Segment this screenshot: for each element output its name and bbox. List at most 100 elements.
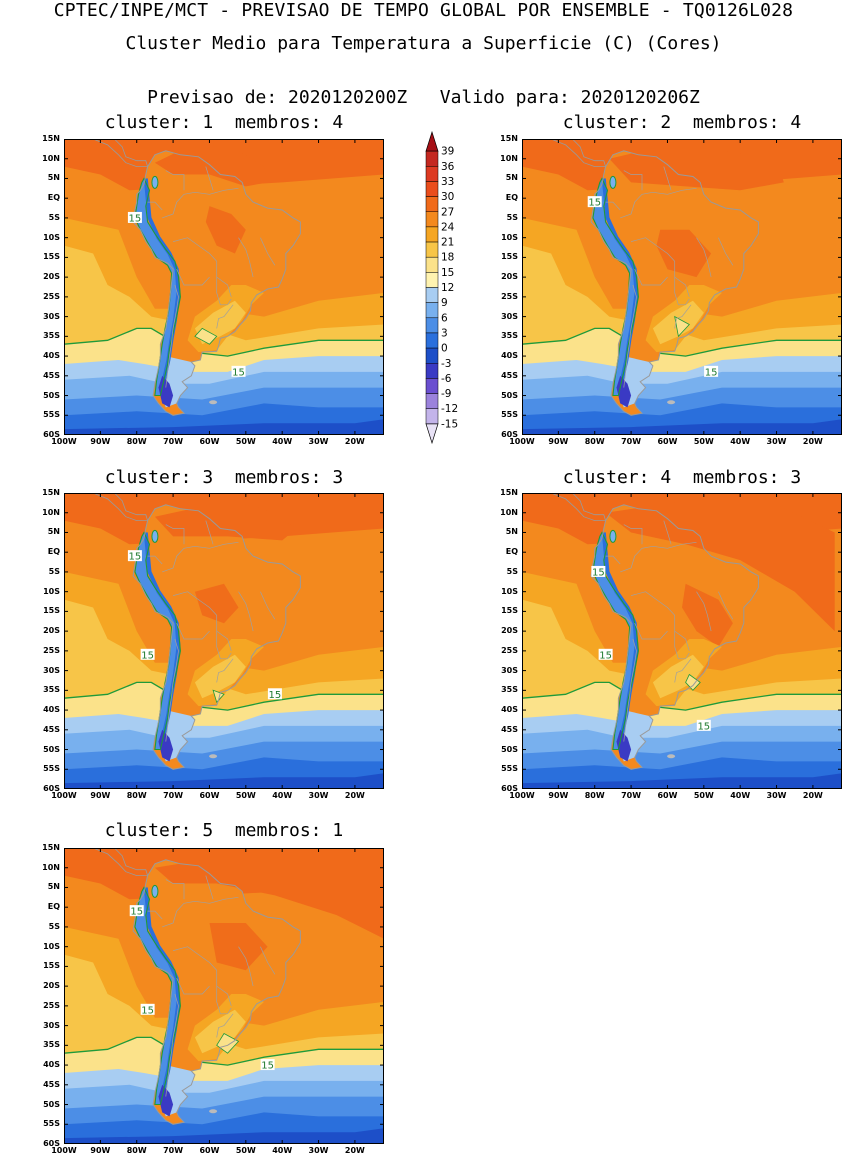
inland-hot-patch	[656, 229, 712, 278]
andes-cold-band	[592, 532, 639, 750]
lon-label: 60W	[199, 437, 220, 446]
panel-title-4: cluster: 4 membros: 3	[562, 467, 802, 488]
colorbar-label: 9	[441, 297, 448, 309]
political-border-6	[147, 555, 163, 565]
map-frame	[64, 139, 384, 435]
lon-label: 80W	[584, 437, 605, 446]
political-border-7	[623, 170, 643, 191]
lon-label: 40W	[272, 437, 293, 446]
political-border-8	[205, 166, 214, 191]
colorbar-label: -3	[441, 358, 451, 370]
lon-label: 90W	[548, 437, 569, 446]
lon-label: 90W	[548, 791, 569, 800]
lat-label: 10S	[43, 232, 60, 242]
political-border-3	[216, 631, 232, 660]
central-america	[551, 139, 606, 167]
colorbar-segment	[425, 130, 439, 152]
lon-label: 100W	[51, 437, 77, 446]
andes-cold-band	[134, 532, 181, 750]
lon-label: 20W	[802, 791, 823, 800]
contour-label-box-0	[129, 905, 144, 917]
political-border-8	[663, 166, 672, 191]
central-america	[551, 493, 606, 521]
lat-label: 10N	[500, 507, 518, 517]
contour-label-0: 15	[130, 907, 143, 918]
lat-label: 50S	[501, 744, 518, 754]
lat-label: 30S	[43, 311, 60, 321]
forecast-validity-line: Previsao de: 2020120200Z Valido para: 20…	[147, 87, 700, 108]
temperature-colorbar: 39 36 33 30 27 24 21 18 15 12 9 6 3 0 -3 -6 -9 -12 -15	[420, 130, 480, 445]
lat-label: 25S	[501, 291, 518, 301]
lat-label: 15N	[42, 488, 60, 497]
colorbar-segment	[425, 408, 439, 425]
political-border-2	[176, 269, 210, 286]
political-border-9	[260, 237, 276, 266]
lon-label: 40W	[272, 791, 293, 800]
political-border-0	[162, 896, 239, 928]
colorbar-label: 12	[441, 282, 454, 294]
lat-label: 5N	[47, 882, 60, 892]
lon-label: 90W	[90, 791, 111, 800]
colorbar-label: 21	[441, 237, 454, 249]
lon-label: 100W	[51, 1146, 77, 1155]
contour-label-box-1	[140, 1003, 155, 1015]
lat-label: 30S	[43, 665, 60, 675]
lat-label: 45S	[43, 1079, 60, 1089]
lon-label: 90W	[90, 437, 111, 446]
cold-blob-north	[151, 529, 159, 543]
contour-label-2: 15	[269, 690, 282, 701]
lat-label: 5N	[47, 527, 60, 537]
patagonia-ice	[158, 375, 174, 408]
lat-label: 15N	[42, 843, 60, 852]
political-border-9	[718, 591, 734, 620]
colorbar-label: 27	[441, 206, 454, 218]
lon-label: 60W	[657, 791, 678, 800]
lat-label: 50S	[501, 390, 518, 400]
coastline	[132, 504, 301, 770]
cool-patch	[674, 315, 690, 338]
lat-label: 10S	[501, 232, 518, 242]
colorbar-segment	[425, 332, 439, 349]
lat-label: 50S	[43, 390, 60, 400]
map-frame	[522, 139, 842, 435]
lat-label: EQ	[505, 547, 518, 557]
political-border-8	[663, 520, 672, 545]
colorbar-label: -9	[441, 388, 451, 400]
lat-label: 55S	[501, 764, 518, 774]
lat-label: 5S	[48, 566, 60, 576]
colorbar-segment	[425, 256, 439, 273]
political-border-0	[620, 541, 697, 573]
lat-label: 20S	[501, 626, 518, 636]
lon-label: 70W	[163, 791, 184, 800]
falkland-islands	[209, 400, 218, 405]
colorbar-segment	[425, 363, 439, 379]
cool-patch	[212, 689, 225, 703]
lon-label: 80W	[126, 791, 147, 800]
lon-label: 40W	[730, 437, 751, 446]
lat-label: 25S	[43, 645, 60, 655]
lat-label: 15S	[501, 252, 518, 262]
andes-cold-band	[134, 178, 181, 396]
lat-label: 10N	[42, 507, 60, 517]
lat-label: 40S	[43, 351, 60, 361]
falkland-islands	[209, 754, 218, 759]
lat-label: 20S	[43, 272, 60, 282]
lat-label: 25S	[43, 291, 60, 301]
lat-label: 15N	[42, 134, 60, 143]
cold-blob-north	[151, 884, 159, 898]
lon-label: 20W	[802, 437, 823, 446]
political-border-0	[620, 187, 697, 219]
colorbar-segment	[425, 302, 439, 319]
colorbar-segment	[425, 393, 439, 409]
lon-label: 30W	[308, 1146, 329, 1155]
temperature-band-8	[522, 773, 842, 789]
lat-label: 60S	[501, 430, 518, 439]
political-border-3	[216, 277, 232, 306]
lat-label: 5N	[505, 527, 518, 537]
political-border-1	[173, 946, 232, 1007]
political-border-5	[165, 993, 179, 1097]
temperature-band-8	[64, 419, 384, 435]
lon-label: 90W	[90, 1146, 111, 1155]
colorbar-label: 30	[441, 191, 454, 203]
